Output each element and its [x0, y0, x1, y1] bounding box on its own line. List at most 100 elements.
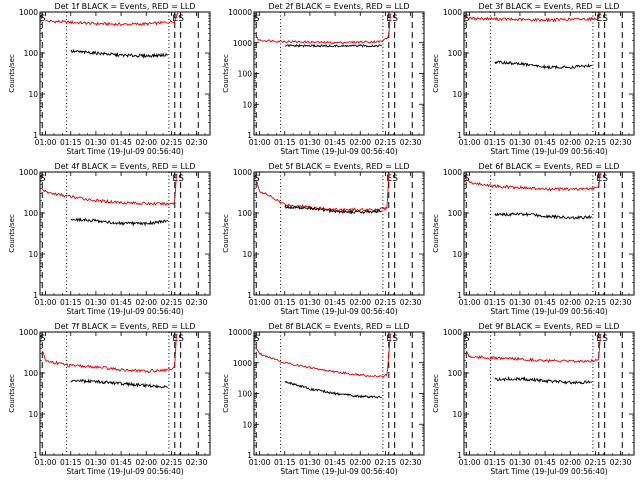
x-axis-label: Start Time (19-Jul-09 00:56:40)	[490, 467, 607, 476]
x-tick-label: 02:30	[400, 298, 422, 307]
x-tick-label: 02:30	[186, 138, 208, 147]
x-tick-label: 01:00	[459, 298, 481, 307]
x-tick-label: 01:45	[324, 458, 346, 467]
y-tick-label: 10	[452, 410, 462, 419]
y-tick-label: 1	[457, 291, 462, 300]
y-tick-label: 100	[238, 390, 253, 399]
series-events-black	[284, 380, 383, 399]
x-tick-label: 01:00	[249, 138, 271, 147]
x-tick-label: 01:30	[509, 138, 531, 147]
y-tick-label: 1000	[233, 168, 252, 177]
marker-label: E	[386, 334, 392, 344]
y-tick-label: 1	[247, 451, 252, 460]
series-lld-red	[465, 171, 601, 192]
plot-frame	[463, 171, 635, 296]
plot-frame	[253, 11, 425, 136]
x-tick-label: 01:15	[60, 458, 82, 467]
y-axis-label: Counts/sec	[432, 54, 440, 93]
x-axis-label: Start Time (19-Jul-09 00:56:40)	[66, 147, 183, 156]
marker-label: S	[392, 174, 398, 184]
x-tick-label: 02:15	[375, 138, 397, 147]
y-tick-label: 100	[24, 369, 39, 378]
marker-label: S	[464, 334, 470, 344]
chart-panel-2: Det 2f BLACK = Events, RED = LLD 1 10 100 10…	[222, 2, 425, 156]
series-lld-red	[41, 333, 177, 374]
x-tick-label: 01:00	[249, 458, 271, 467]
x-tick-label: 01:45	[534, 458, 556, 467]
y-axis-label: Counts/sec	[222, 54, 230, 93]
x-axis-label: Start Time (19-Jul-09 00:56:40)	[280, 467, 397, 476]
x-tick-label: 01:45	[110, 298, 132, 307]
y-tick-label: 10	[28, 410, 38, 419]
marker-label: E	[172, 334, 178, 344]
series-lld-red	[256, 13, 391, 45]
plot-frame	[39, 171, 211, 296]
y-tick-label: 100	[238, 70, 253, 79]
y-tick-label: 1000	[443, 168, 462, 177]
x-tick-label: 01:45	[324, 298, 346, 307]
series-events-black	[70, 217, 169, 227]
series-events-black	[494, 60, 593, 70]
marker-label: S	[602, 334, 608, 344]
x-tick-label: 01:30	[299, 458, 321, 467]
marker-label: S	[602, 174, 608, 184]
y-tick-label: 1	[33, 451, 38, 460]
x-tick-label: 02:30	[400, 138, 422, 147]
chart-panel-3: Det 3f BLACK = Events, RED = LLD 1 10 100 10…	[432, 2, 635, 156]
x-tick-label: 02:30	[610, 138, 632, 147]
x-tick-label: 02:15	[375, 298, 397, 307]
y-tick-label: 10	[452, 90, 462, 99]
y-axis-label: Counts/sec	[432, 214, 440, 253]
x-tick-label: 02:00	[559, 298, 581, 307]
series-events-black	[70, 48, 169, 59]
chart-title: Det 1f BLACK = Events, RED = LLD	[54, 2, 195, 11]
y-axis-label: Counts/sec	[432, 374, 440, 413]
x-tick-label: 01:15	[484, 298, 506, 307]
x-axis-label: Start Time (19-Jul-09 00:56:40)	[280, 147, 397, 156]
plot-frame	[463, 331, 635, 456]
y-axis-label: Counts/sec	[8, 54, 16, 93]
plot-frame	[39, 331, 211, 456]
y-tick-label: 100	[448, 209, 463, 218]
y-tick-label: 100	[238, 209, 253, 218]
marker-label: S	[464, 14, 470, 24]
x-tick-label: 02:00	[559, 138, 581, 147]
x-tick-label: 02:15	[585, 298, 607, 307]
x-tick-label: 01:15	[60, 298, 82, 307]
chart-panel-5: Det 5f BLACK = Events, RED = LLD 1 10 100 10…	[222, 162, 425, 316]
series-events-black	[284, 204, 383, 215]
series-lld-red	[41, 173, 177, 207]
x-tick-label: 02:15	[585, 458, 607, 467]
marker-label: E	[596, 14, 602, 24]
series-lld-red	[255, 173, 390, 213]
chart-panel-4: Det 4f BLACK = Events, RED = LLD 1 10 100 10…	[8, 162, 211, 316]
x-tick-label: 02:00	[135, 138, 157, 147]
marker-label: S	[254, 334, 260, 344]
chart-title: Det 7f BLACK = Events, RED = LLD	[54, 322, 195, 331]
x-tick-label: 01:30	[509, 458, 531, 467]
y-tick-label: 1	[33, 291, 38, 300]
x-tick-label: 01:45	[324, 138, 346, 147]
y-tick-label: 10000	[228, 328, 252, 337]
y-tick-label: 1000	[443, 8, 462, 17]
y-tick-label: 1	[247, 291, 252, 300]
y-tick-label: 10	[452, 250, 462, 259]
y-tick-label: 1000	[233, 39, 252, 48]
chart-panel-7: Det 7f BLACK = Events, RED = LLD 1 10 100 10…	[8, 322, 211, 476]
chart-title: Det 5f BLACK = Events, RED = LLD	[268, 162, 409, 171]
y-tick-label: 1000	[19, 168, 38, 177]
y-tick-label: 10	[28, 250, 38, 259]
x-tick-label: 01:45	[534, 138, 556, 147]
marker-label: S	[392, 14, 398, 24]
chart-panel-8: Det 8f BLACK = Events, RED = LLD 1 10 100 10…	[222, 322, 425, 476]
marker-label: S	[602, 14, 608, 24]
plot-frame	[463, 11, 635, 136]
x-tick-label: 02:30	[186, 458, 208, 467]
x-tick-label: 02:15	[161, 138, 183, 147]
x-tick-label: 01:15	[484, 458, 506, 467]
x-tick-label: 01:00	[35, 458, 57, 467]
series-lld-red	[255, 333, 391, 378]
x-tick-label: 01:15	[274, 458, 296, 467]
x-tick-label: 01:15	[274, 138, 296, 147]
